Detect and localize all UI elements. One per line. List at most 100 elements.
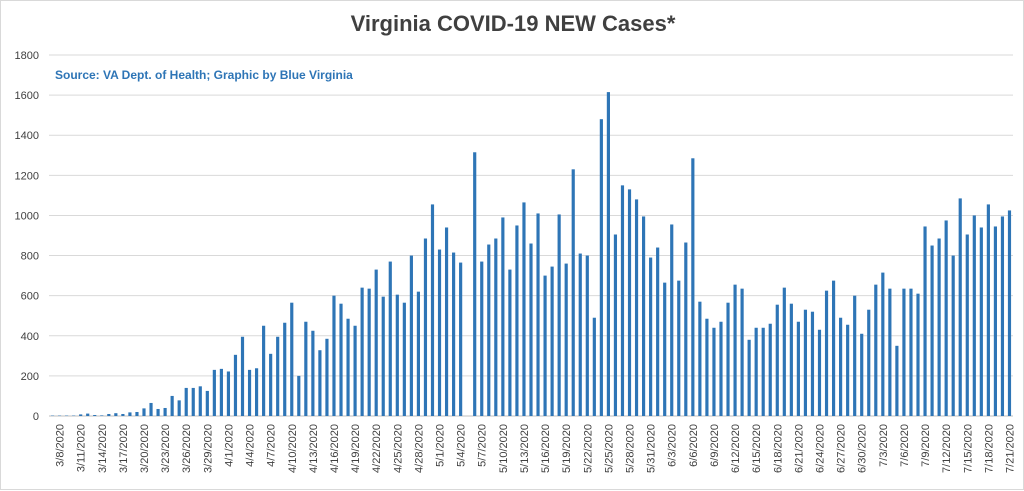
bar [600, 119, 603, 416]
x-tick-label: 4/13/2020 [308, 424, 320, 473]
bar [318, 350, 321, 416]
bar [417, 292, 420, 416]
bar [389, 262, 392, 416]
x-tick-label: 4/22/2020 [371, 424, 383, 473]
bar [973, 215, 976, 416]
x-tick-label: 3/26/2020 [181, 424, 193, 473]
x-tick-label: 6/15/2020 [751, 424, 763, 473]
bar [867, 310, 870, 416]
bar [396, 295, 399, 416]
x-tick-label: 7/18/2020 [983, 424, 995, 473]
y-tick-label: 1000 [15, 210, 39, 222]
x-tick-label: 3/8/2020 [55, 424, 67, 467]
x-tick-label: 7/15/2020 [962, 424, 974, 473]
y-tick-label: 1400 [15, 130, 39, 142]
bar [121, 414, 124, 416]
bar [536, 213, 539, 416]
x-tick-label: 7/12/2020 [941, 424, 953, 473]
bar [733, 285, 736, 416]
bar [487, 245, 490, 416]
bar [86, 414, 89, 416]
bar [945, 220, 948, 416]
bar [874, 285, 877, 416]
bar [670, 224, 673, 416]
bar [480, 262, 483, 416]
bar [705, 319, 708, 416]
bar [185, 388, 188, 416]
x-tick-label: 4/4/2020 [245, 424, 257, 467]
y-tick-label: 800 [21, 251, 39, 263]
bar [199, 386, 202, 416]
bar [959, 198, 962, 416]
bar [818, 330, 821, 416]
bar [881, 273, 884, 416]
bar [248, 370, 251, 416]
x-tick-label: 6/30/2020 [857, 424, 869, 473]
x-tick-label: 7/6/2020 [899, 424, 911, 467]
bar [895, 346, 898, 416]
bar [114, 413, 117, 416]
bar [494, 239, 497, 416]
bar [909, 289, 912, 416]
x-tick-label: 3/17/2020 [118, 424, 130, 473]
bar [628, 189, 631, 416]
bar [776, 305, 779, 416]
y-tick-label: 200 [21, 371, 39, 383]
bar [712, 328, 715, 416]
bar [128, 412, 131, 416]
bar [529, 244, 532, 416]
bar [107, 414, 110, 416]
bar [431, 204, 434, 416]
x-tick-label: 4/25/2020 [392, 424, 404, 473]
x-tick-label: 3/20/2020 [139, 424, 151, 473]
bar [832, 281, 835, 416]
bar [923, 226, 926, 416]
x-tick-label: 7/21/2020 [1004, 424, 1016, 473]
bar [691, 158, 694, 416]
bar [522, 202, 525, 416]
bar [635, 199, 638, 416]
bar [304, 322, 307, 416]
bar [902, 289, 905, 416]
bar [241, 337, 244, 416]
bar [410, 256, 413, 416]
bar [459, 263, 462, 416]
bar [255, 368, 258, 416]
bar [860, 334, 863, 416]
bar [966, 235, 969, 417]
bar [931, 246, 934, 416]
y-tick-label: 1800 [15, 50, 39, 62]
x-tick-label: 5/4/2020 [456, 424, 468, 467]
x-tick-label: 5/10/2020 [498, 424, 510, 473]
bar [346, 319, 349, 416]
bar [508, 270, 511, 416]
bar [579, 254, 582, 416]
bar [297, 376, 300, 416]
bar [846, 325, 849, 416]
x-tick-label: 5/7/2020 [477, 424, 489, 467]
bar [551, 267, 554, 416]
bar [311, 331, 314, 416]
bar [783, 288, 786, 416]
bar [656, 248, 659, 416]
x-tick-label: 6/12/2020 [730, 424, 742, 473]
bar [916, 294, 919, 416]
bar [649, 258, 652, 416]
x-tick-label: 5/13/2020 [519, 424, 531, 473]
x-tick-label: 3/11/2020 [76, 424, 88, 472]
bar [994, 226, 997, 416]
x-tick-label: 5/1/2020 [435, 424, 447, 467]
bar [79, 414, 82, 416]
bar [726, 303, 729, 416]
bar [220, 369, 223, 416]
x-tick-label: 5/16/2020 [540, 424, 552, 473]
x-tick-label: 4/10/2020 [287, 424, 299, 473]
bar [888, 289, 891, 416]
bar [684, 243, 687, 416]
bar [987, 204, 990, 416]
bar [677, 281, 680, 416]
bar [558, 214, 561, 416]
bar [149, 403, 152, 416]
bar [227, 371, 230, 416]
